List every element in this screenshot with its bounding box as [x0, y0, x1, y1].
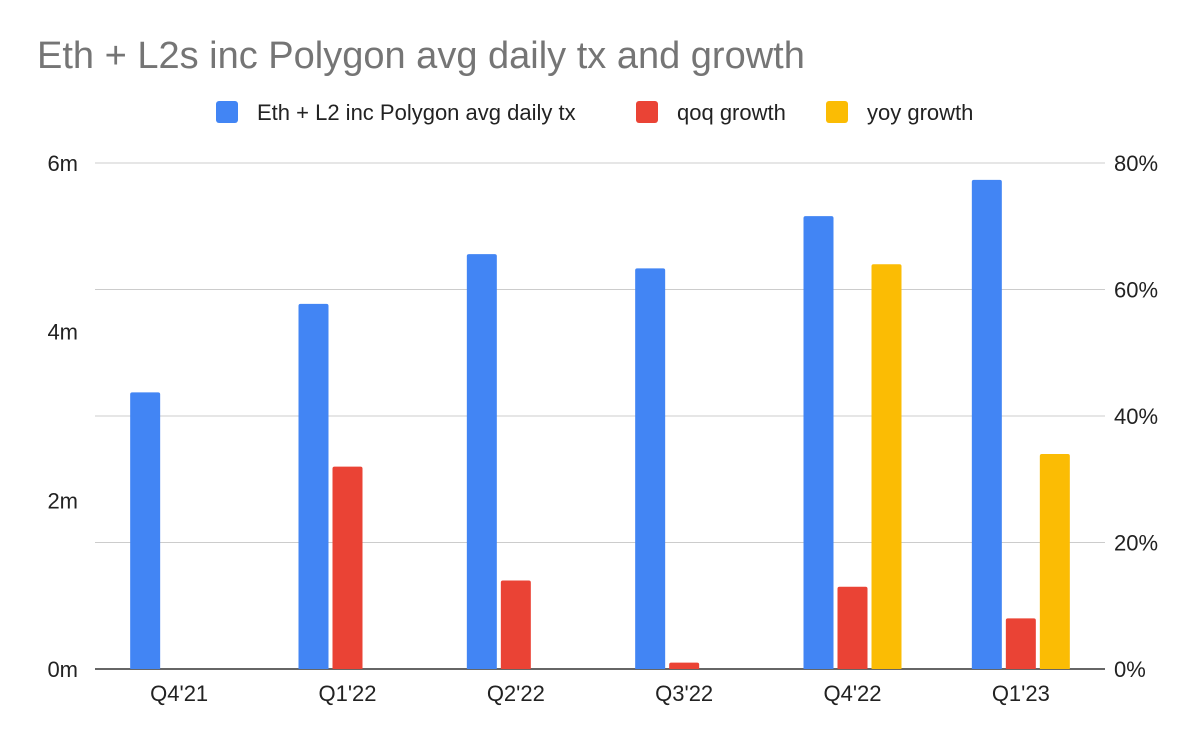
right-tick-label: 80%	[1114, 151, 1158, 176]
right-tick-label: 40%	[1114, 404, 1158, 429]
left-tick-label: 2m	[47, 488, 78, 513]
bar	[332, 466, 363, 669]
right-tick-label: 60%	[1114, 278, 1158, 303]
left-tick-label: 0m	[47, 657, 78, 682]
bar	[1005, 618, 1036, 669]
right-tick-label: 0%	[1114, 657, 1146, 682]
bar	[669, 662, 700, 669]
legend-label: qoq growth	[677, 100, 786, 125]
left-tick-label: 4m	[47, 320, 78, 345]
legend-swatch	[216, 101, 238, 123]
x-tick-label: Q4'22	[823, 681, 881, 706]
left-axis: 0m 2m 4m 6m	[47, 151, 78, 682]
gridlines	[95, 162, 1105, 670]
x-tick-label: Q1'22	[318, 681, 376, 706]
x-tick-label: Q3'22	[655, 681, 713, 706]
bar	[500, 580, 531, 669]
bar	[971, 179, 1002, 669]
legend-swatch	[636, 101, 658, 123]
left-tick-label: 6m	[47, 151, 78, 176]
legend-label: yoy growth	[867, 100, 973, 125]
bar	[837, 586, 868, 669]
bar	[1039, 453, 1070, 669]
x-tick-label: Q4'21	[150, 681, 208, 706]
x-tick-label: Q1'23	[992, 681, 1050, 706]
bar	[130, 392, 161, 669]
x-tick-label: Q2'22	[487, 681, 545, 706]
legend-swatch	[826, 101, 848, 123]
x-axis: Q4'21 Q1'22 Q2'22 Q3'22 Q4'22 Q1'23	[150, 681, 1050, 706]
bar	[871, 264, 902, 669]
right-tick-label: 20%	[1114, 531, 1158, 556]
bar	[803, 216, 834, 669]
right-axis: 0% 20% 40% 60% 80%	[1114, 151, 1158, 682]
legend-label: Eth + L2 inc Polygon avg daily tx	[257, 100, 576, 125]
bar	[466, 254, 497, 669]
bar	[635, 268, 666, 669]
chart-title: Eth + L2s inc Polygon avg daily tx and g…	[37, 35, 805, 77]
bars	[130, 179, 1070, 669]
legend: Eth + L2 inc Polygon avg daily tx qoq gro…	[216, 100, 973, 125]
bar	[298, 303, 329, 669]
